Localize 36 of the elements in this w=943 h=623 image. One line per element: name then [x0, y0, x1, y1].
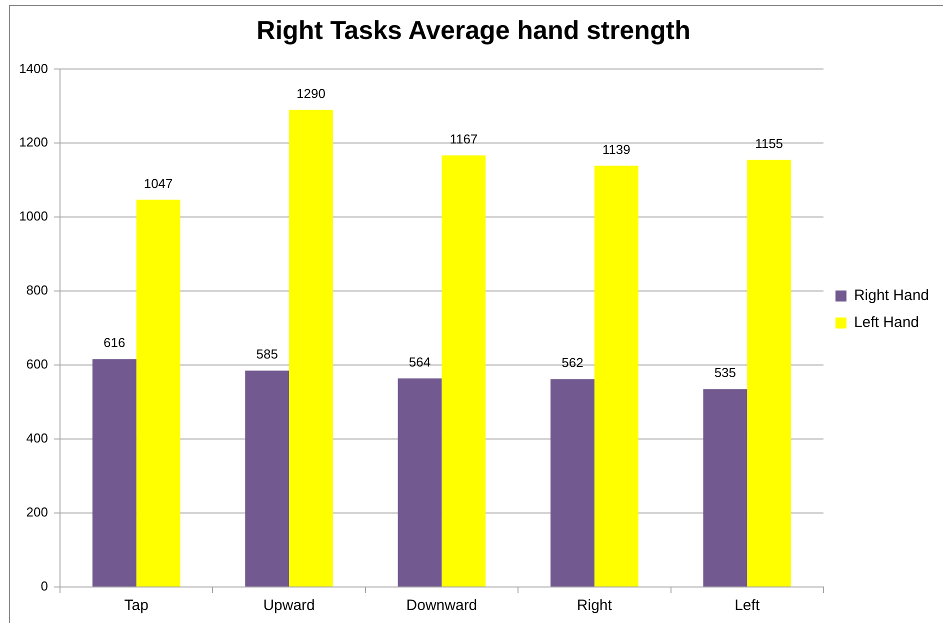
x-tick-label: Upward [263, 597, 315, 614]
y-tick-label: 800 [26, 282, 48, 298]
bar [442, 155, 486, 586]
y-tick-label: 200 [26, 504, 48, 520]
data-label: 1290 [296, 86, 326, 101]
bar [747, 160, 792, 586]
bar [92, 359, 136, 586]
bar [289, 110, 333, 586]
y-tick-label: 1000 [19, 208, 48, 224]
y-tick-label: 1200 [19, 134, 48, 150]
y-tick-label: 0 [40, 578, 48, 594]
legend-label: Right Hand [854, 287, 930, 304]
x-tick-label: Left [734, 597, 760, 614]
bar [703, 389, 748, 586]
y-tick-label: 400 [26, 430, 48, 446]
data-label: 616 [104, 335, 126, 350]
bar [398, 378, 442, 586]
y-tick-label: 1400 [19, 60, 48, 76]
bar [594, 166, 638, 586]
bar [550, 379, 594, 586]
data-label: 1139 [602, 142, 630, 157]
data-label: 1167 [450, 131, 478, 146]
y-tick-label: 600 [26, 356, 48, 372]
x-tick-label: Downward [406, 597, 478, 614]
data-label: 585 [256, 346, 278, 362]
data-label: 562 [562, 355, 584, 370]
x-tick-label: Right [576, 597, 613, 614]
legend-label: Left Hand [854, 314, 920, 332]
data-label: 1155 [755, 136, 784, 151]
data-label: 1047 [144, 176, 173, 191]
chart-title: Right Tasks Average hand strength [256, 14, 690, 45]
data-label: 564 [408, 354, 431, 370]
bar [136, 200, 180, 586]
data-label: 535 [714, 365, 736, 380]
x-tick-label: Tap [124, 597, 148, 614]
bar [245, 370, 290, 586]
